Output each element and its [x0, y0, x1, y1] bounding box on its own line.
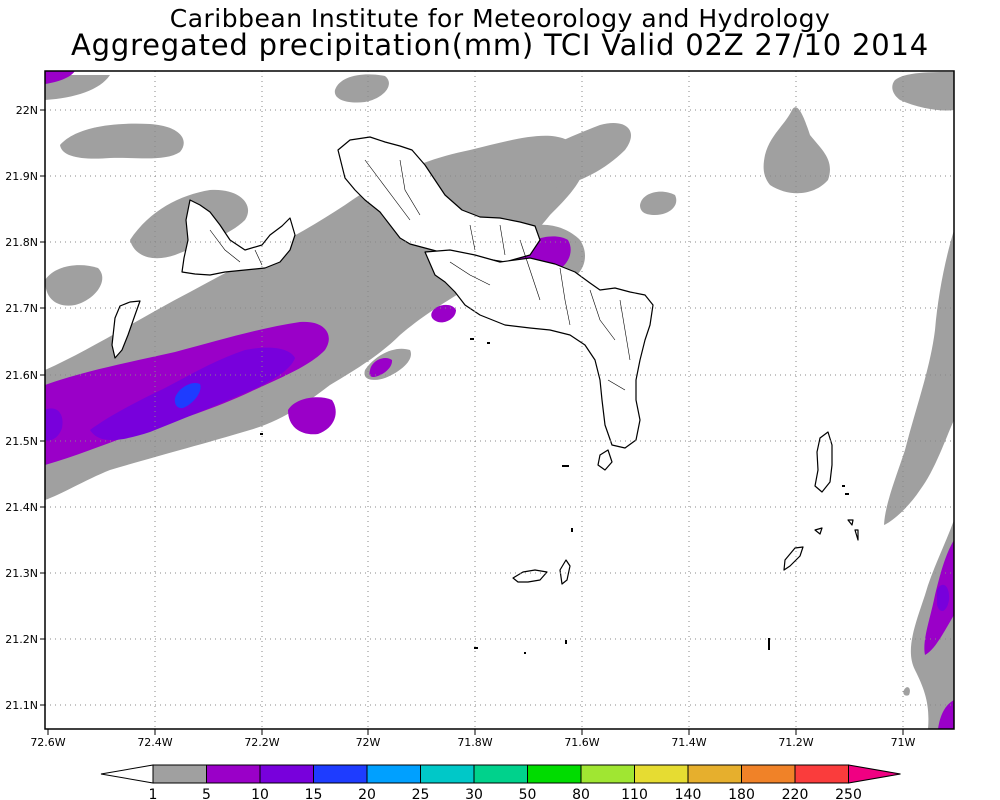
north-caicos-island	[337, 136, 541, 263]
plot-frame	[44, 70, 955, 730]
colorbar-level-label: 80	[572, 787, 590, 800]
lat-tick-label: 21.9N	[5, 170, 38, 183]
grand-turk-island	[814, 431, 833, 493]
ambergris-cay	[512, 569, 548, 583]
colorbar-level-label: 5	[202, 787, 211, 800]
chart-subtitle: Aggregated precipitation(mm) TCI Valid 0…	[71, 28, 929, 62]
lat-tick-label: 21.1N	[5, 699, 38, 712]
fish-cays	[559, 559, 571, 585]
lon-tick-label: 72.2W	[244, 736, 279, 749]
colorbar-level-label: 180	[728, 787, 755, 800]
colorbar-level-label: 1	[149, 787, 158, 800]
lat-tick-label: 21.6N	[5, 369, 38, 382]
lon-tick-label: 71.4W	[671, 736, 706, 749]
colorbar-legend: 1 5 10 15 20 25 30 50 80 110 140 180 220 250	[100, 764, 901, 800]
latitude-axis: 22N 21.9N 21.8N 21.7N 21.6N 21.5N 21.4N 21.3N 21…	[5, 104, 45, 712]
island-outlines	[111, 136, 859, 585]
precip-10-15mm	[45, 347, 950, 612]
colorbar-under-arrow	[100, 764, 154, 784]
colorbar-segment	[259, 764, 314, 784]
lat-tick-label: 21.3N	[5, 567, 38, 580]
colorbar-segment	[687, 764, 742, 784]
colorbar-segment	[473, 764, 528, 784]
lat-tick-label: 21.5N	[5, 435, 38, 448]
colorbar-segment	[741, 764, 796, 784]
colorbar-level-label: 20	[358, 787, 376, 800]
lon-tick-label: 71.2W	[778, 736, 813, 749]
precip-15-20mm	[174, 382, 201, 409]
district-boundaries	[209, 159, 631, 391]
lon-tick-label: 72.6W	[30, 736, 65, 749]
colorbar-segment	[634, 764, 689, 784]
lat-tick-label: 21.8N	[5, 236, 38, 249]
colorbar-level-label: 25	[412, 787, 430, 800]
salt-cay-island	[783, 546, 804, 571]
colorbar-level-label: 140	[675, 787, 702, 800]
chart-title: Caribbean Institute for Meteorology and …	[169, 4, 831, 33]
middle-caicos-island	[424, 249, 654, 449]
colorbar-segment	[420, 764, 475, 784]
west-caicos-island	[111, 300, 141, 359]
lat-tick-label: 22N	[16, 104, 38, 117]
providenciales-island	[181, 199, 296, 276]
lat-tick-label: 21.7N	[5, 302, 38, 315]
colorbar-segment	[206, 764, 261, 784]
longitude-axis: 72.6W 72.4W 72.2W 72W 71.8W 71.6W 71.4W 71.2W 71…	[30, 729, 916, 749]
south-caicos-island	[597, 449, 613, 471]
colorbar-level-label: 50	[519, 787, 537, 800]
colorbar-segment	[313, 764, 368, 784]
lon-tick-label: 71W	[891, 736, 916, 749]
lon-tick-label: 71.6W	[564, 736, 599, 749]
colorbar-segment	[794, 764, 849, 784]
lat-tick-label: 21.4N	[5, 501, 38, 514]
colorbar-segment	[580, 764, 635, 784]
colorbar-segment	[527, 764, 582, 784]
lat-tick-label: 21.2N	[5, 633, 38, 646]
lon-tick-label: 72.4W	[137, 736, 172, 749]
small-cays	[260, 338, 849, 654]
lon-tick-label: 72W	[356, 736, 381, 749]
colorbar-over-arrow	[848, 764, 901, 784]
colorbar-level-label: 250	[835, 787, 862, 800]
precipitation-layer	[45, 71, 954, 729]
colorbar-level-label: 30	[465, 787, 483, 800]
colorbar-level-label: 10	[251, 787, 269, 800]
colorbar-level-label: 110	[621, 787, 648, 800]
colorbar-segment	[152, 764, 207, 784]
colorbar-segment	[366, 764, 421, 784]
lon-tick-label: 71.8W	[457, 736, 492, 749]
colorbar-level-label: 220	[782, 787, 809, 800]
colorbar-level-label: 15	[305, 787, 323, 800]
